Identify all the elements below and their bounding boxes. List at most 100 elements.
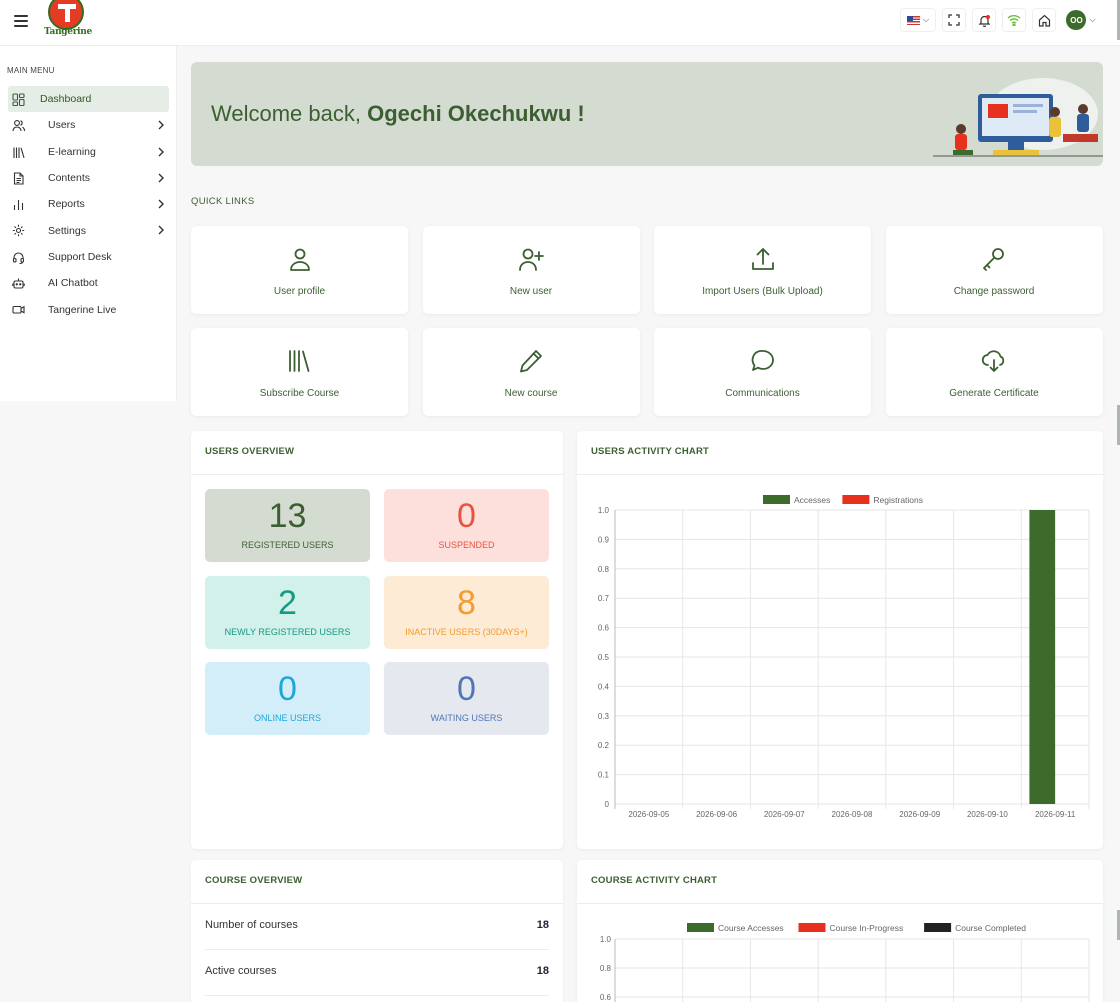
legend-swatch-course-1 — [798, 923, 826, 932]
course-activity-title: COURSE ACTIVITY CHART — [591, 875, 718, 886]
quick-links-title: QUICK LINKS — [191, 196, 255, 207]
key-icon — [983, 248, 1004, 271]
stat-value: 0 — [278, 670, 297, 708]
stat-card-inactive-users-30days: 8 INACTIVE USERS (30DAYS+) — [384, 576, 549, 649]
course-count-value: 18 — [536, 919, 549, 931]
home-button[interactable] — [1032, 8, 1056, 32]
sidebar-item-contents[interactable]: Contents — [8, 165, 169, 191]
wifi-icon — [1007, 15, 1021, 26]
stat-label: SUSPENDED — [438, 540, 495, 550]
users-overview-panel: USERS OVERVIEW 13 REGISTERED USERS 0 SUSPEN… — [191, 431, 563, 849]
library-icon — [288, 350, 309, 372]
main-menu-label: MAIN MENU — [7, 66, 55, 75]
pencil-icon — [520, 350, 542, 373]
legend-swatch-course-0 — [687, 923, 714, 932]
course-overview-title: COURSE OVERVIEW — [205, 875, 303, 886]
bar-accesses-2026-09-11 — [1029, 510, 1056, 804]
quick-link-change-password[interactable]: Change password — [885, 226, 1103, 314]
quick-link-label: New user — [509, 286, 553, 297]
upload-icon — [751, 248, 774, 270]
active-courses-row: Active courses 18 — [205, 950, 549, 996]
sidebar-item-tangerine-live[interactable]: Tangerine Live — [8, 296, 169, 322]
home-icon — [1038, 14, 1050, 27]
chevron-right-icon — [158, 199, 164, 209]
sidebar-item-label: Tangerine Live — [48, 303, 117, 316]
chevron-down-icon: ⌵ — [1089, 15, 1096, 24]
welcome-message: Welcome back, Ogechi Okechukwu ! — [211, 101, 585, 126]
stat-value: 13 — [268, 497, 307, 535]
quick-link-label: Subscribe Course — [259, 388, 340, 399]
quick-link-import-users-bulk-upload[interactable]: Import Users (Bulk Upload) — [654, 226, 871, 314]
sidebar-item-label: Reports — [48, 198, 85, 211]
quick-link-communications[interactable]: Communications — [654, 328, 871, 416]
quick-link-new-user[interactable]: New user — [422, 226, 640, 314]
cloud-download-icon — [981, 350, 1005, 372]
sidebar-item-dashboard[interactable]: Dashboard — [8, 86, 169, 113]
fullscreen-button[interactable] — [942, 8, 966, 32]
top-bar: Tangerine ⌵ OO ⌵ — [0, 0, 1120, 46]
legend-swatch-course-2 — [924, 923, 952, 932]
gear-icon — [12, 225, 25, 237]
x-tick-label: 2026-09-09 — [899, 810, 940, 819]
sidebar-item-ai-chatbot[interactable]: AI Chatbot — [8, 270, 169, 296]
sidebar-item-reports[interactable]: Reports — [8, 191, 169, 217]
quick-link-generate-certificate[interactable]: Generate Certificate — [885, 328, 1103, 416]
legend-label-course-0: Course Accesses — [718, 923, 784, 933]
scrollbar-thumb[interactable] — [1117, 0, 1120, 40]
y-tick-label: 1.0 — [600, 935, 612, 944]
users-activity-chart: Accesses Registrations 0 0.1 0.2 0.3 0.4 0.5 0.6… — [598, 495, 1090, 819]
us-flag-icon — [906, 15, 920, 25]
quick-link-new-course[interactable]: New course — [422, 328, 640, 416]
tangerine-logo[interactable]: Tangerine — [42, 0, 92, 40]
course-overview-panel: COURSE OVERVIEW Number of courses 18 Act… — [191, 860, 563, 1002]
stat-label: ONLINE USERS — [253, 713, 322, 723]
quick-link-label: Generate Certificate — [949, 388, 1039, 399]
sidebar-item-support-desk[interactable]: Support Desk — [8, 244, 169, 270]
chevron-right-icon — [158, 147, 164, 157]
legend-label-registrations: Registrations — [873, 495, 923, 505]
quick-link-user-profile[interactable]: User profile — [191, 226, 408, 314]
legend-label-course-2: Course Completed — [955, 923, 1026, 933]
y-tick-label: 0.8 — [598, 565, 610, 574]
stat-card-newly-registered-users: 2 NEWLY REGISTERED USERS — [205, 576, 370, 649]
stat-card-waiting-users: 0 WAITING USERS — [384, 662, 549, 735]
course-count-label: Number of courses — [205, 919, 298, 931]
hamburger-menu-icon[interactable] — [14, 15, 28, 27]
sidebar: MAIN MENU Dashboard Users E-learning Conten… — [0, 46, 177, 401]
stat-value: 0 — [457, 670, 476, 708]
stat-label: WAITING USERS — [430, 713, 503, 723]
legend-label-course-1: Course In-Progress — [830, 923, 904, 933]
language-selector[interactable]: ⌵ — [900, 8, 936, 32]
sidebar-item-label: Users — [48, 119, 76, 132]
sidebar-item-users[interactable]: Users — [8, 112, 169, 138]
y-tick-label: 0.9 — [598, 535, 610, 544]
welcome-banner: Welcome back, Ogechi Okechukwu ! — [191, 62, 1103, 166]
quick-link-label: User profile — [273, 286, 326, 297]
x-tick-label: 2026-09-10 — [967, 810, 1008, 819]
quick-link-label: Import Users (Bulk Upload) — [702, 286, 823, 297]
y-tick-label: 0.3 — [598, 712, 610, 721]
y-tick-label: 0.7 — [598, 594, 610, 603]
legend-label-accesses: Accesses — [794, 495, 830, 505]
course-activity-chart: Course Accesses Course In-Progress Course … — [600, 923, 1090, 1002]
quick-link-subscribe-course[interactable]: Subscribe Course — [191, 328, 408, 416]
y-tick-label: 0.2 — [598, 741, 610, 750]
fullscreen-icon — [948, 14, 960, 26]
notifications-button[interactable] — [972, 8, 996, 32]
active-courses-value: 18 — [536, 965, 549, 977]
users-icon — [12, 120, 25, 132]
scrollbar-thumb[interactable] — [1117, 405, 1120, 445]
sidebar-item-label: Contents — [48, 172, 91, 185]
quick-link-label: Communications — [725, 388, 800, 399]
sidebar-item-settings[interactable]: Settings — [8, 217, 169, 243]
stat-value: 2 — [278, 584, 297, 622]
scrollbar-thumb[interactable] — [1117, 910, 1120, 940]
sidebar-item-e-learning[interactable]: E-learning — [8, 139, 169, 165]
user-menu[interactable]: OO ⌵ — [1062, 8, 1100, 32]
chevron-right-icon — [158, 173, 164, 183]
notification-icon — [978, 14, 990, 27]
user-plus-icon — [519, 248, 544, 271]
y-tick-label: 0.6 — [600, 993, 612, 1002]
users-activity-title: USERS ACTIVITY CHART — [591, 446, 710, 457]
connection-status-button[interactable] — [1002, 8, 1026, 32]
